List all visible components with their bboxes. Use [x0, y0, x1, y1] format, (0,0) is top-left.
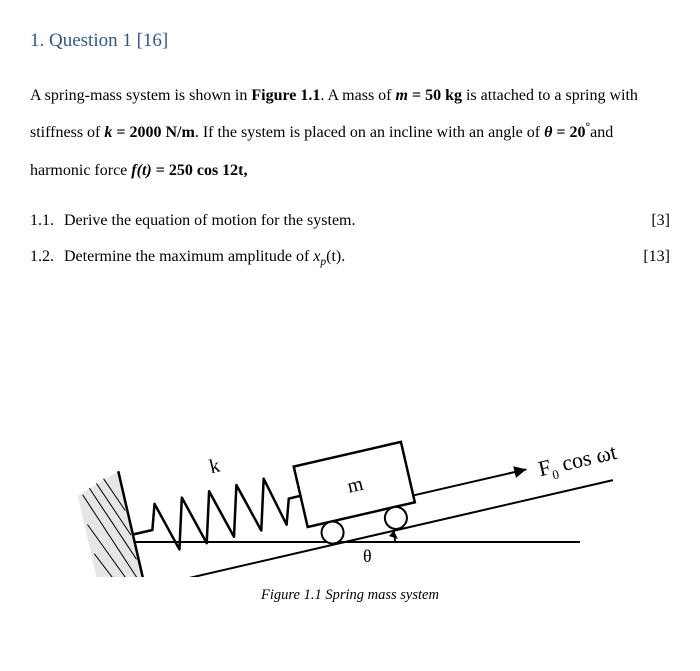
val-f: = 250 cos 12t, [152, 162, 248, 179]
label-force: F0 cos ωt [536, 439, 620, 485]
heading-title: Question 1 [49, 30, 132, 51]
force-arrow-head [513, 464, 527, 478]
heading-prefix: 1. [30, 30, 44, 51]
wall [74, 471, 145, 577]
figure-caption: Figure 1.1 Spring mass system [30, 585, 670, 605]
incline-group: k m F0 cos ωt [74, 361, 622, 577]
text-run: (t). [326, 248, 345, 265]
subq-text: Derive the equation of motion for the sy… [64, 203, 631, 238]
val-theta-eq: = [552, 124, 565, 141]
val-theta-num: 20 [570, 124, 586, 141]
var-m: m [396, 87, 408, 104]
val-k: = 2000 N/m [112, 124, 194, 141]
text-run: . If the system is placed on an incline … [195, 124, 544, 141]
heading-marks: [16] [137, 30, 169, 51]
force-tail: cos ωt [554, 439, 619, 477]
label-k: k [207, 455, 222, 479]
subq-number: 1.2. [30, 239, 64, 276]
var-f: f(t) [131, 162, 151, 179]
text-run: Determine the maximum amplitude of [64, 248, 313, 265]
figure-ref: Figure 1.1 [251, 87, 320, 104]
figure-container: k m F0 cos ωt θ Figure 1.1 Spring mass s… [30, 317, 670, 605]
subq-number: 1.1. [30, 203, 64, 238]
subq-marks: [3] [631, 203, 670, 238]
val-m: = 50 kg [408, 87, 462, 104]
subquestion-row: 1.2. Determine the maximum amplitude of … [30, 239, 670, 276]
text-run: . A mass of [320, 87, 395, 104]
figure-svg: k m F0 cos ωt θ [60, 317, 640, 577]
spring [127, 472, 306, 559]
question-heading: 1. Question 1 [16] [30, 28, 670, 55]
subq-text: Determine the maximum amplitude of xp(t)… [64, 239, 623, 276]
subquestion-row: 1.1. Derive the equation of motion for t… [30, 203, 670, 238]
problem-statement: A spring-mass system is shown in Figure … [30, 77, 670, 190]
label-theta: θ [363, 546, 372, 566]
text-run: A spring-mass system is shown in [30, 87, 251, 104]
force-arrow-line [413, 469, 526, 495]
subq-marks: [13] [623, 239, 670, 276]
